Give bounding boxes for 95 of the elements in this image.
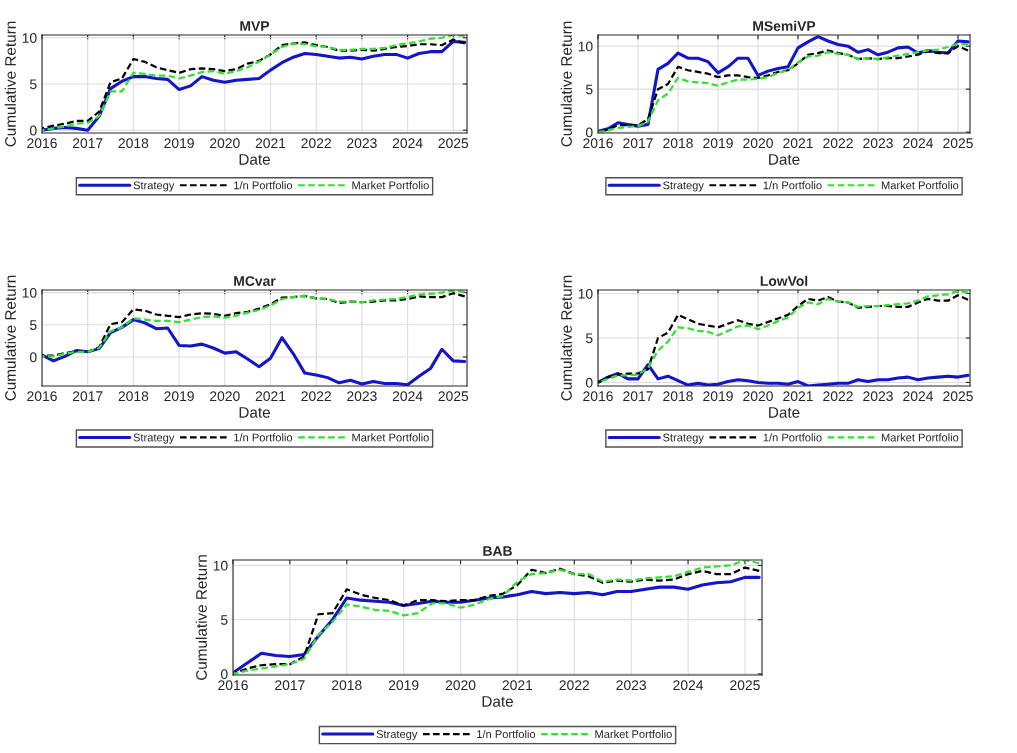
x-tick-label: 2018 <box>663 138 693 149</box>
x-tick-label: 2020 <box>743 391 773 402</box>
x-tick-label: 2019 <box>703 391 733 402</box>
chart-title: MSemiVP <box>753 20 816 31</box>
x-tick-label: 2022 <box>301 391 331 402</box>
x-tick-label: 2020 <box>210 138 240 149</box>
x-tick-label: 2017 <box>72 391 103 402</box>
y-tick-label: 0 <box>29 125 37 136</box>
y-tick-label: 10 <box>578 288 593 299</box>
x-tick-label: 2018 <box>332 680 362 691</box>
y-tick-label: 5 <box>29 320 37 330</box>
x-tick-label: 2019 <box>164 391 194 402</box>
x-tick-label: 2016 <box>27 138 57 149</box>
x-tick-label: 2021 <box>502 680 533 691</box>
x-tick-label: 2016 <box>583 138 613 149</box>
legend-label: Strategy <box>663 433 704 444</box>
x-axis-title: Date <box>482 696 513 707</box>
x-tick-label: 2022 <box>823 138 853 149</box>
legend-label: Strategy <box>663 181 704 192</box>
x-tick-label: 2025 <box>438 391 469 402</box>
y-tick-label: 10 <box>213 560 228 571</box>
x-tick-label: 2018 <box>118 138 149 149</box>
x-tick-label: 2024 <box>903 138 934 149</box>
x-axis-title: Date <box>239 154 270 165</box>
y-tick-label: 5 <box>220 615 228 625</box>
x-tick-label: 2021 <box>255 138 286 149</box>
x-tick-label: 2020 <box>445 680 476 691</box>
y-tick-label: 0 <box>585 127 593 138</box>
y-axis-title: Cumulative Return <box>4 21 16 147</box>
chart-title: MCvar <box>234 276 276 286</box>
x-tick-label: 2024 <box>392 391 423 402</box>
x-tick-label: 2024 <box>673 680 704 691</box>
x-tick-label: 2017 <box>623 138 653 149</box>
x-tick-label: 2018 <box>663 391 693 402</box>
y-axis-title: Cumulative Return <box>560 275 572 401</box>
legend-label: Strategy <box>376 730 418 741</box>
x-tick-label: 2019 <box>164 138 194 149</box>
x-tick-label: 2016 <box>218 680 248 691</box>
x-axis-title: Date <box>769 154 800 165</box>
y-tick-label: 10 <box>578 41 593 52</box>
y-axis-title: Cumulative Return <box>560 21 572 147</box>
legend-label: 1/n Portfolio <box>477 729 536 739</box>
x-axis-title: Date <box>239 407 270 418</box>
x-tick-label: 2020 <box>210 391 240 402</box>
x-tick-label: 2018 <box>118 391 149 402</box>
x-tick-label: 2021 <box>783 391 813 402</box>
x-tick-label: 2024 <box>392 138 423 149</box>
x-tick-label: 2023 <box>863 138 893 149</box>
x-tick-label: 2025 <box>438 138 469 149</box>
y-tick-label: 10 <box>22 33 37 43</box>
x-tick-label: 2025 <box>943 138 973 149</box>
y-tick-label: 10 <box>22 287 37 298</box>
x-tick-label: 2022 <box>301 138 331 149</box>
legend-label: Strategy <box>133 433 175 444</box>
y-axis-title: Cumulative Return <box>4 275 16 401</box>
legend-label: Market Portfolio <box>352 433 429 442</box>
x-tick-label: 2024 <box>903 391 934 402</box>
x-tick-label: 2022 <box>559 680 590 691</box>
x-tick-label: 2021 <box>783 138 813 149</box>
x-tick-label: 2019 <box>703 138 733 149</box>
chart-title: MVP <box>240 21 270 31</box>
legend-label: Strategy <box>133 181 175 192</box>
x-tick-label: 2023 <box>347 391 377 402</box>
x-tick-label: 2021 <box>255 391 286 402</box>
legend-label: Market Portfolio <box>352 181 429 190</box>
x-tick-label: 2019 <box>388 680 419 691</box>
x-tick-label: 2025 <box>943 391 973 402</box>
legend-label: 1/n Portfolio <box>234 181 293 190</box>
chart-title: BAB <box>483 546 512 556</box>
y-tick-label: 0 <box>220 669 228 680</box>
y-tick-label: 5 <box>585 333 593 344</box>
x-tick-label: 2017 <box>72 138 103 149</box>
x-tick-label: 2016 <box>27 391 57 402</box>
y-tick-label: 5 <box>585 84 593 95</box>
x-tick-label: 2020 <box>743 138 773 149</box>
x-tick-label: 2023 <box>347 138 377 149</box>
y-tick-label: 5 <box>29 79 37 90</box>
x-tick-label: 2023 <box>616 680 647 691</box>
x-tick-label: 2017 <box>275 680 305 691</box>
y-tick-label: 0 <box>29 352 37 363</box>
x-tick-label: 2022 <box>823 391 853 402</box>
x-tick-label: 2016 <box>583 391 613 402</box>
x-tick-label: 2023 <box>863 391 893 402</box>
legend-label: 1/n Portfolio <box>234 433 293 442</box>
chart-title: LowVol <box>760 275 808 286</box>
x-tick-label: 2025 <box>730 680 760 691</box>
legend-label: Market Portfolio <box>881 433 959 442</box>
x-axis-title: Date <box>769 407 800 418</box>
legend-label: Market Portfolio <box>881 181 959 190</box>
legend-label: 1/n Portfolio <box>763 181 822 190</box>
y-tick-label: 0 <box>585 377 593 388</box>
x-tick-label: 2017 <box>623 391 653 402</box>
legend-label: Market Portfolio <box>595 729 672 739</box>
legend-label: 1/n Portfolio <box>763 433 822 442</box>
y-axis-title: Cumulative Return <box>195 555 207 680</box>
